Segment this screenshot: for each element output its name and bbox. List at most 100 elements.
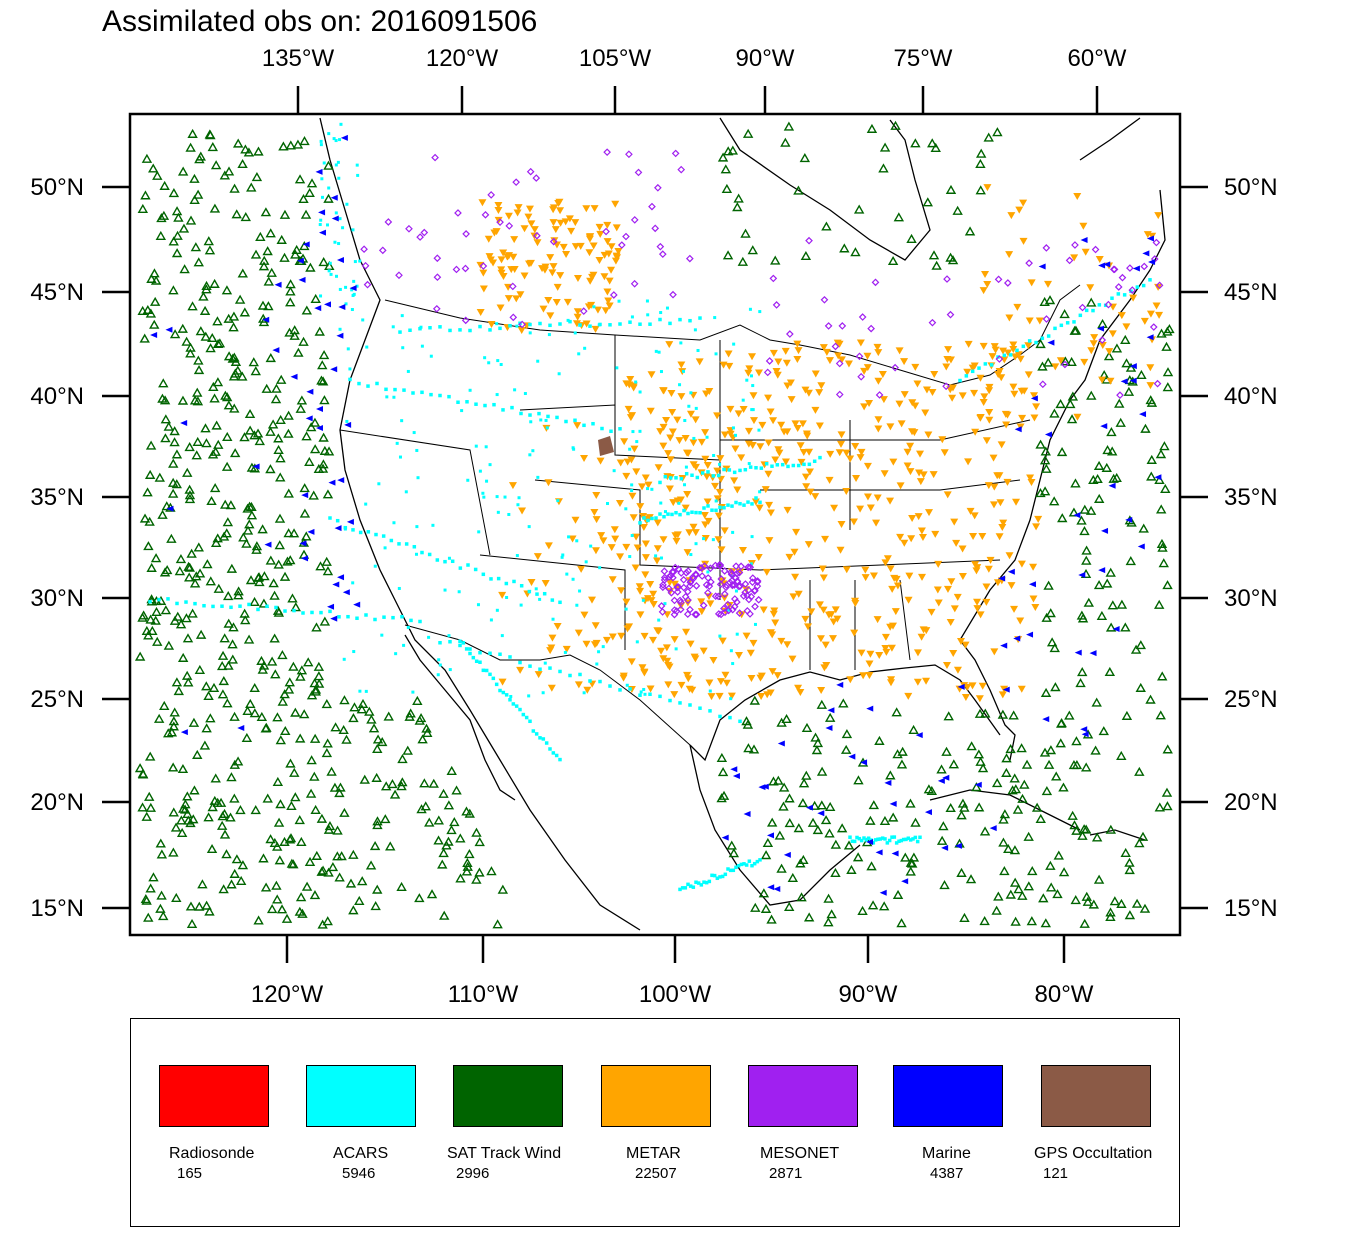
metar-marker xyxy=(617,632,626,640)
sat-track-wind-marker xyxy=(727,145,739,155)
metar-marker xyxy=(673,416,682,424)
acars-marker xyxy=(665,306,669,310)
metar-marker xyxy=(780,428,789,436)
sat-track-wind-marker xyxy=(195,326,207,336)
mesonet-marker xyxy=(748,574,757,582)
acars-marker xyxy=(400,314,404,318)
acars-marker xyxy=(598,679,602,684)
metar-marker xyxy=(925,509,934,517)
acars-marker xyxy=(534,732,539,736)
sat-track-wind-marker xyxy=(443,800,455,810)
metar-marker xyxy=(1026,474,1035,482)
sat-track-wind-marker xyxy=(263,301,274,311)
metar-marker xyxy=(499,272,508,280)
sat-track-wind-marker xyxy=(176,827,188,838)
metar-marker xyxy=(524,213,533,221)
sat-track-wind-marker xyxy=(998,814,1009,824)
sat-track-wind-marker xyxy=(1079,526,1090,536)
metar-marker xyxy=(665,485,674,493)
metar-marker xyxy=(856,339,865,347)
metar-marker xyxy=(498,591,507,599)
acars-marker xyxy=(512,579,516,584)
sat-track-wind-marker xyxy=(770,255,781,265)
acars-marker xyxy=(334,163,338,167)
sat-track-wind-marker xyxy=(141,811,152,821)
metar-marker xyxy=(603,221,612,229)
sat-track-wind-marker xyxy=(424,817,435,827)
acars-marker xyxy=(256,607,260,612)
sat-track-wind-marker xyxy=(905,798,916,808)
mexico-east-coast xyxy=(689,744,861,906)
acars-marker xyxy=(507,512,511,516)
legend-count: 5946 xyxy=(342,1165,376,1182)
acars-marker xyxy=(483,403,487,408)
metar-marker xyxy=(562,251,571,259)
acars-marker xyxy=(758,310,762,314)
sat-track-wind-marker xyxy=(159,700,170,710)
metar-marker xyxy=(774,446,783,454)
metar-marker xyxy=(636,611,645,619)
mesonet-marker xyxy=(660,576,669,584)
acars-marker xyxy=(400,614,404,619)
sat-track-wind-marker xyxy=(305,788,317,798)
marine-marker xyxy=(924,809,932,816)
acars-marker xyxy=(1046,334,1051,338)
sat-track-wind-marker xyxy=(316,866,327,876)
metar-marker xyxy=(973,605,982,613)
acars-marker xyxy=(408,328,412,332)
metar-marker xyxy=(653,545,662,553)
sat-track-wind-marker xyxy=(1124,864,1135,875)
acars-marker xyxy=(358,259,362,263)
acars-marker xyxy=(908,838,913,842)
acars-marker xyxy=(534,587,538,591)
metar-marker xyxy=(533,553,542,561)
metar-marker xyxy=(587,596,596,604)
acars-marker xyxy=(684,471,689,476)
sat-track-wind-marker xyxy=(206,843,218,854)
sat-track-wind-marker xyxy=(414,715,425,725)
sat-track-wind-marker xyxy=(372,820,383,830)
sat-track-wind-marker xyxy=(197,879,208,889)
sat-track-wind-marker xyxy=(1049,643,1060,653)
acars-marker xyxy=(443,588,447,592)
acars-marker xyxy=(402,643,406,647)
mesonet-marker xyxy=(731,595,739,603)
acars-marker xyxy=(450,559,455,564)
metar-marker xyxy=(976,611,985,619)
sat-track-wind-marker xyxy=(377,736,388,747)
metar-marker xyxy=(938,436,947,444)
metar-marker xyxy=(690,653,699,661)
sat-track-wind-marker xyxy=(327,862,339,872)
metar-marker xyxy=(1122,323,1131,331)
marine-marker xyxy=(974,781,982,788)
state-line xyxy=(720,419,1031,441)
metar-marker xyxy=(1095,255,1104,263)
metar-marker xyxy=(821,535,830,543)
sat-track-wind-marker xyxy=(742,128,754,138)
marine-marker xyxy=(302,241,310,248)
marine-marker xyxy=(353,601,361,608)
sat-track-wind-marker xyxy=(186,918,198,928)
acars-marker xyxy=(688,703,692,707)
sat-track-wind-marker xyxy=(223,166,235,176)
acars-marker xyxy=(337,242,341,246)
metar-marker xyxy=(900,391,909,399)
acars-marker xyxy=(556,499,560,503)
marine-marker xyxy=(954,842,962,849)
metar-marker xyxy=(835,340,844,348)
sat-track-wind-marker xyxy=(173,212,184,222)
sat-track-wind-marker xyxy=(887,812,899,822)
sat-track-wind-marker xyxy=(251,544,262,554)
metar-marker xyxy=(689,439,698,447)
metar-marker xyxy=(922,677,931,685)
sat-track-wind-marker xyxy=(189,578,201,588)
sat-track-wind-marker xyxy=(285,297,296,307)
acars-marker xyxy=(547,333,551,337)
metar-marker xyxy=(479,285,488,293)
mesonet-marker xyxy=(858,313,867,321)
mesonet-marker xyxy=(634,168,643,177)
sat-track-wind-marker xyxy=(852,852,864,862)
mesonet-marker xyxy=(684,567,693,575)
sat-track-wind-marker xyxy=(254,436,265,446)
sat-track-wind-marker xyxy=(941,746,952,756)
